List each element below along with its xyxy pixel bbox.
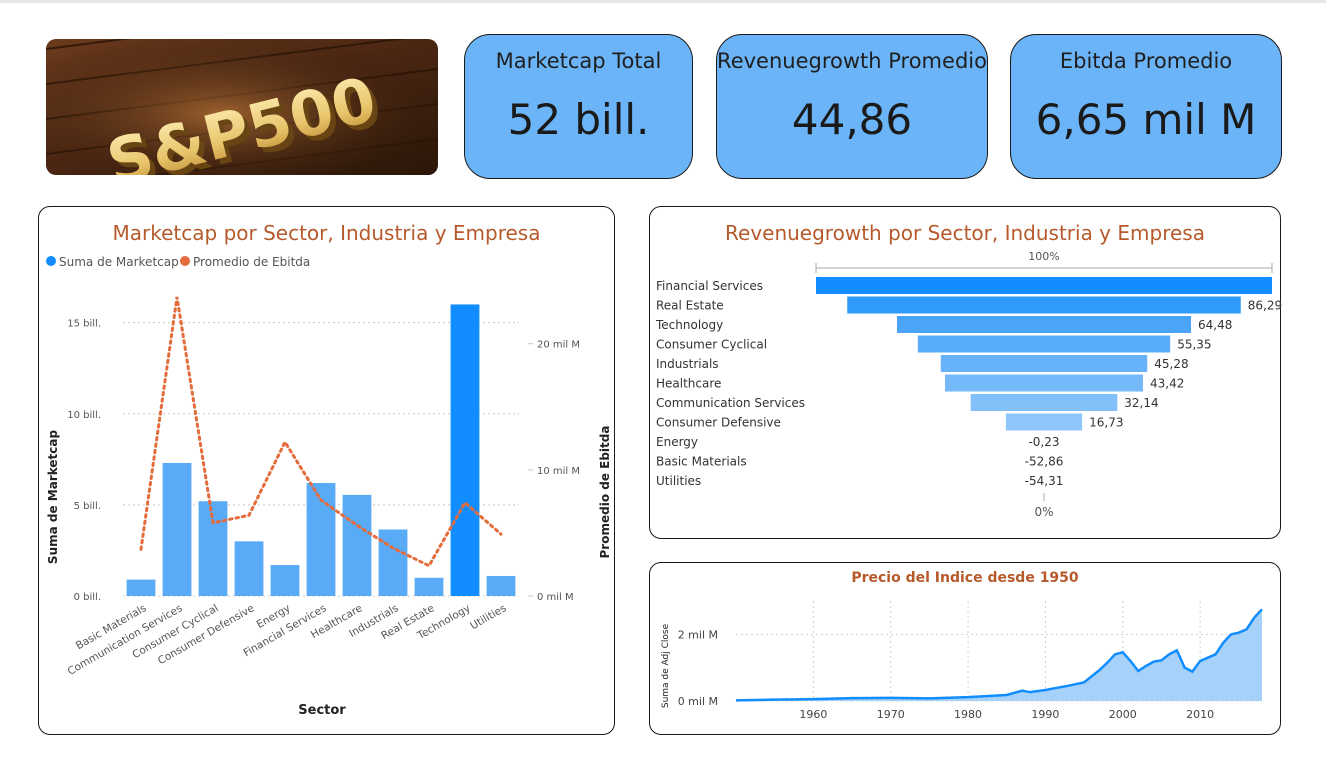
marketcap-bar[interactable]	[162, 462, 192, 596]
marketcap-bar[interactable]	[126, 579, 156, 596]
y-axis-right-title: Promedio de Ebitda	[598, 426, 612, 559]
top-divider	[0, 0, 1326, 3]
marketcap-bar[interactable]	[378, 529, 408, 596]
funnel-value-label: -54,31	[1025, 474, 1064, 488]
kpi-label: Ebitda Promedio	[1059, 49, 1233, 73]
x-tick-label: Utilities	[468, 602, 508, 632]
funnel-value-label: 64,48	[1198, 318, 1232, 332]
kpi-card-revenuegrowth-promedio[interactable]: Revenuegrowth Promedio 44,86	[716, 34, 988, 179]
y-right-tick-label: 10 mil M	[537, 466, 580, 477]
x-tick-label: 2010	[1186, 708, 1214, 721]
chart-title: Revenuegrowth por Sector, Industria y Em…	[725, 221, 1205, 245]
revenuegrowth-funnel: 100% Financial Services Real Estate 86,29 T…	[655, 250, 1282, 519]
x-tick-label: 1960	[799, 708, 827, 721]
funnel-bar[interactable]	[945, 374, 1143, 392]
funnel-value-label: 16,73	[1089, 416, 1123, 430]
funnel-bar[interactable]	[917, 335, 1171, 353]
sp500-logo-image: S&P500 S&P500	[46, 39, 438, 175]
funnel-value-label: 55,35	[1177, 338, 1211, 352]
funnel-value-label: 43,42	[1150, 377, 1184, 391]
kpi-value: 6,65 mil M	[1035, 95, 1257, 144]
funnel-bar[interactable]	[847, 296, 1241, 314]
kpi-card-marketcap-total[interactable]: Marketcap Total 52 bill.	[464, 34, 693, 179]
funnel-bar[interactable]	[970, 394, 1118, 411]
funnel-category-label: Consumer Cyclical	[656, 338, 767, 352]
x-tick-label: 1980	[954, 708, 982, 721]
y-axis-left-title: Suma de Marketcap	[46, 430, 60, 565]
funnel-category-label: Utilities	[656, 474, 701, 488]
x-tick-label: 1990	[1031, 708, 1059, 721]
y-left-tick-label: 5 bill.	[74, 501, 101, 512]
kpi-value: 52 bill.	[507, 95, 650, 144]
funnel-category-label: Energy	[656, 435, 698, 449]
funnel-value-label: 32,14	[1124, 396, 1158, 410]
x-tick-label: 1970	[877, 708, 905, 721]
x-axis-title: Sector	[298, 703, 346, 718]
y-axis-title: Suma de Adj Close	[661, 623, 671, 708]
funnel-bar[interactable]	[896, 316, 1192, 333]
funnel-category-label: Financial Services	[656, 279, 763, 293]
marketcap-bar[interactable]	[234, 541, 264, 596]
x-tick-label: 2000	[1109, 708, 1137, 721]
funnel-bottom-label: 0%	[1034, 505, 1053, 519]
funnel-bar[interactable]	[1005, 413, 1083, 431]
marketcap-bar[interactable]	[414, 577, 444, 596]
funnel-category-label: Healthcare	[656, 377, 721, 391]
legend[interactable]: Suma de Marketcap Promedio de Ebitda	[46, 255, 310, 269]
funnel-category-label: Communication Services	[656, 396, 805, 410]
funnel-value-label: 45,28	[1154, 357, 1188, 371]
index-line[interactable]	[735, 608, 1263, 702]
funnel-category-label: Basic Materials	[656, 455, 747, 469]
legend-marker-marketcap	[46, 256, 56, 266]
chart-title: Marketcap por Sector, Industria y Empres…	[112, 221, 541, 245]
y-left-tick-label: 15 bill.	[67, 319, 101, 330]
revenuegrowth-funnel-panel[interactable]: Revenuegrowth por Sector, Industria y Em…	[649, 206, 1282, 539]
marketcap-chart-panel[interactable]: Marketcap por Sector, Industria y Empres…	[38, 206, 615, 735]
marketcap-bar[interactable]	[486, 575, 516, 596]
funnel-value-label: -0,23	[1028, 435, 1059, 449]
y-right-tick-label: 0 mil M	[537, 592, 574, 603]
ebitda-line[interactable]	[139, 296, 503, 568]
funnel-category-label: Technology	[655, 318, 723, 332]
index-area	[736, 609, 1262, 701]
funnel-category-label: Real Estate	[656, 299, 724, 313]
y-left-tick-label: 0 bill.	[74, 592, 101, 603]
chart-title: Precio del Indice desde 1950	[851, 570, 1079, 586]
kpi-card-ebitda-promedio[interactable]: Ebitda Promedio 6,65 mil M	[1010, 34, 1282, 179]
marketcap-bar[interactable]	[450, 304, 480, 596]
index-price-panel[interactable]: Precio del Indice desde 1950 0 mil M 2 mi…	[649, 562, 1281, 735]
kpi-value: 44,86	[791, 95, 913, 144]
legend-label-marketcap: Suma de Marketcap	[59, 255, 179, 269]
funnel-bar[interactable]	[940, 355, 1148, 372]
funnel-category-label: Industrials	[656, 357, 719, 371]
kpi-label: Revenuegrowth Promedio	[717, 49, 987, 73]
funnel-bar[interactable]	[816, 277, 1272, 294]
index-price-chart: 0 mil M2 mil M 1960 1970 1980 1990 2000 2010 …	[661, 601, 1263, 721]
y-right-tick-label: 20 mil M	[537, 340, 580, 351]
legend-marker-ebitda	[180, 256, 190, 266]
marketcap-chart: Suma de Marketcap Promedio de Ebitda 0 b…	[46, 255, 612, 718]
legend-label-ebitda: Promedio de Ebitda	[193, 255, 310, 269]
y-tick-label: 2 mil M	[678, 628, 718, 641]
funnel-category-label: Consumer Defensive	[656, 416, 781, 430]
y-tick-label: 0 mil M	[678, 695, 718, 708]
kpi-label: Marketcap Total	[495, 49, 662, 73]
funnel-value-label: -52,86	[1025, 455, 1064, 469]
funnel-top-label: 100%	[1028, 250, 1059, 263]
y-left-tick-label: 10 bill.	[67, 410, 101, 421]
marketcap-bar[interactable]	[270, 565, 300, 596]
funnel-value-label: 86,29	[1248, 299, 1282, 313]
marketcap-bar[interactable]	[342, 494, 372, 596]
